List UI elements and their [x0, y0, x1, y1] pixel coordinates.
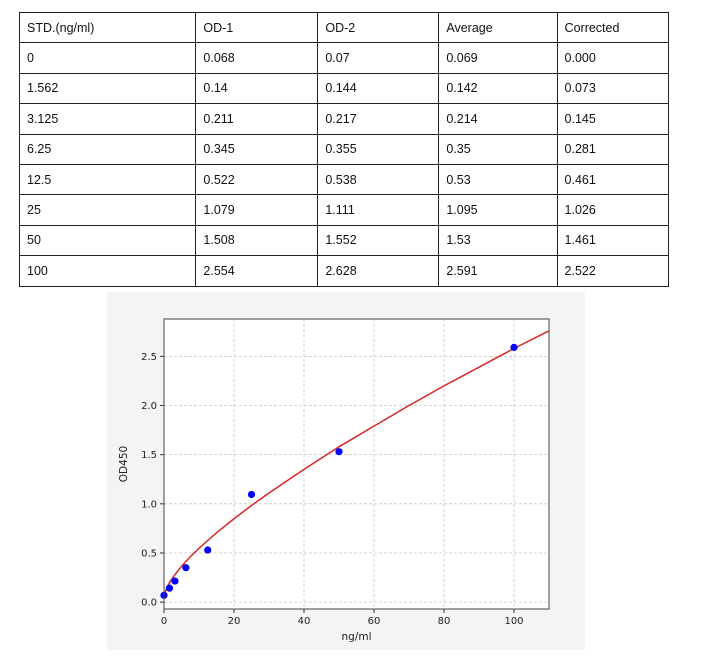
- x-tick-label: 100: [504, 616, 523, 627]
- x-axis-label: ng/ml: [341, 631, 371, 643]
- table-cell: 1.079: [195, 194, 319, 226]
- x-tick-label: 0: [161, 616, 167, 627]
- y-tick-label: 2.0: [141, 401, 157, 412]
- table-cell: 1.026: [556, 194, 670, 226]
- y-axis-label: OD450: [118, 446, 130, 482]
- plot-area: [164, 319, 549, 609]
- y-tick-label: 0.5: [141, 548, 157, 559]
- fit-curve-line: [163, 330, 550, 596]
- table-cell: 3.125: [18, 103, 197, 135]
- data-point: [165, 584, 174, 592]
- data-point: [171, 577, 179, 585]
- column-header: Average: [438, 11, 558, 44]
- table-cell: 12.5: [18, 163, 197, 196]
- column-header: OD-1: [195, 11, 319, 44]
- data-point: [335, 448, 343, 456]
- data-point: [182, 564, 190, 572]
- table-cell: 0.217: [317, 103, 440, 135]
- table-cell: 2.591: [438, 255, 558, 287]
- table-cell: 1.508: [195, 224, 319, 257]
- table-cell: 1.562: [18, 72, 197, 105]
- table-cell: 2.522: [556, 255, 670, 287]
- table-cell: 1.552: [317, 224, 440, 257]
- data-point: [247, 490, 256, 499]
- table-cell: 0.522: [195, 163, 319, 196]
- y-tick-label: 1.5: [141, 450, 157, 461]
- table-cell: 100: [18, 255, 197, 287]
- standard-curve-table: STD.(ng/ml) OD-1 OD-2 Average Corrected 0 0.06…: [18, 11, 670, 287]
- x-tick-label: 60: [368, 616, 381, 627]
- table-cell: 0.53: [438, 163, 558, 196]
- table-cell: 0.14: [195, 72, 319, 105]
- table-cell: 0.142: [438, 72, 558, 105]
- table-cell: 0.538: [317, 163, 440, 196]
- x-tick-label: 40: [298, 616, 311, 627]
- table-header-row: STD.(ng/ml) OD-1 OD-2 Average Corrected: [18, 11, 670, 44]
- x-tick-label: 20: [228, 616, 241, 627]
- table-row: 12.5 0.522 0.538 0.53 0.461: [18, 163, 670, 196]
- table-cell: 0.214: [438, 103, 558, 135]
- table-cell: 0.281: [556, 133, 670, 165]
- table-cell: 0.144: [317, 72, 440, 105]
- table-cell: 0.35: [438, 133, 558, 165]
- table-cell: 0.145: [556, 103, 670, 135]
- data-point: [204, 546, 212, 554]
- table-cell: 0.355: [317, 133, 440, 165]
- y-tick-label: 2.5: [141, 352, 157, 363]
- table-cell: 1.111: [317, 194, 440, 226]
- data-point: [510, 343, 518, 352]
- table-cell: 0.068: [195, 42, 319, 74]
- table-cell: 1.095: [438, 194, 558, 226]
- table-cell: 0.000: [556, 42, 670, 74]
- table-cell: 0.07: [317, 42, 440, 74]
- table-cell: 1.53: [438, 224, 558, 257]
- y-tick-label: 0.0: [141, 598, 157, 609]
- table-cell: 25: [18, 194, 197, 226]
- table-row: 3.125 0.211 0.217 0.214 0.145: [18, 103, 670, 135]
- chart-panel: 0 20 40 60 80 100 0.0 0.5 1.0 1.5 2.0 2.5 ng/ml OD450: [107, 292, 585, 650]
- table-cell: 0: [18, 42, 197, 74]
- table-row: 50 1.508 1.552 1.53 1.461: [18, 224, 670, 257]
- table-cell: 6.25: [18, 133, 197, 165]
- table-cell: 0.069: [438, 42, 558, 74]
- standard-curve-chart: 0 20 40 60 80 100 0.0 0.5 1.0 1.5 2.0 2.5 ng/ml OD450: [118, 318, 550, 643]
- table-cell: 0.345: [195, 133, 319, 165]
- table-cell: 50: [18, 224, 197, 257]
- table-cell: 0.461: [556, 163, 670, 196]
- table-cell: 0.211: [195, 103, 319, 135]
- plot-frame: [163, 318, 550, 610]
- table-row: 25 1.079 1.111 1.095 1.026: [18, 194, 670, 226]
- column-header: OD-2: [317, 11, 440, 44]
- table-row: 1.562 0.14 0.144 0.142 0.073: [18, 72, 670, 105]
- table-row: 6.25 0.345 0.355 0.35 0.281: [18, 133, 670, 165]
- column-header: Corrected: [556, 11, 670, 44]
- table-cell: 2.554: [195, 255, 319, 287]
- y-tick-label: 1.0: [141, 499, 157, 510]
- table-row: 0 0.068 0.07 0.069 0.000: [18, 42, 670, 74]
- table-cell: 1.461: [556, 224, 670, 257]
- x-tick-label: 80: [438, 616, 451, 627]
- table-row: 100 2.554 2.628 2.591 2.522: [18, 255, 670, 287]
- column-header: STD.(ng/ml): [18, 11, 197, 44]
- table-cell: 2.628: [317, 255, 440, 287]
- table-cell: 0.073: [556, 72, 670, 105]
